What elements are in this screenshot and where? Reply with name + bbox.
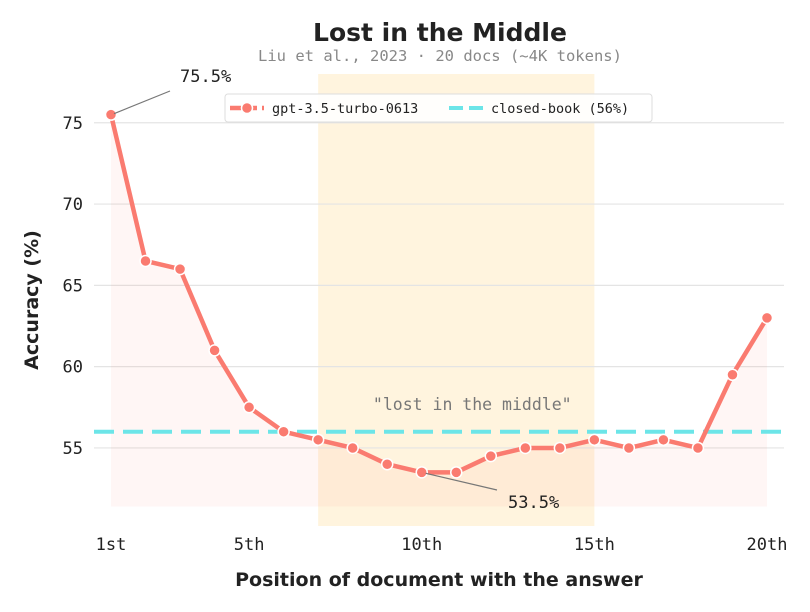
data-point	[311, 433, 325, 447]
series-area-fill	[111, 114, 767, 507]
data-point	[346, 441, 359, 455]
data-point	[691, 441, 705, 455]
y-tick-label: 55	[63, 439, 83, 459]
data-point	[208, 344, 221, 357]
legend-marker-series	[240, 101, 254, 115]
highlight-region	[318, 74, 595, 526]
data-point	[484, 449, 498, 463]
data-point	[760, 311, 774, 325]
data-point	[450, 466, 463, 479]
highlight-region-label: "lost in the middle"	[373, 395, 572, 414]
y-axis-label: Accuracy (%)	[21, 230, 43, 370]
legend: gpt-3.5-turbo-0613 closed-book (56%)	[224, 93, 653, 123]
y-tick-label: 75	[63, 114, 83, 134]
annotation-pointer-min	[425, 472, 498, 491]
data-point	[415, 466, 428, 479]
y-tick-label: 65	[63, 276, 83, 296]
annotation-min: 53.5%	[508, 493, 559, 513]
x-axis-label: Position of document with the answer	[235, 569, 643, 591]
chart-title: Lost in the Middle	[313, 18, 567, 47]
annotation-pointer-max	[113, 90, 171, 115]
legend-box	[224, 93, 653, 123]
legend-label-reference: closed-book (56%)	[491, 101, 629, 117]
data-point	[519, 441, 532, 455]
data-point	[553, 441, 567, 455]
chart-subtitle: Liu et al., 2023 · 20 docs (~4K tokens)	[258, 47, 622, 65]
data-point	[277, 425, 290, 438]
data-point	[380, 457, 394, 471]
data-point	[622, 441, 636, 455]
data-point	[657, 433, 670, 447]
legend-label-series: gpt-3.5-turbo-0613	[272, 101, 418, 117]
data-point	[726, 368, 739, 382]
x-tick-label: 15th	[574, 535, 615, 555]
x-tick-label: 1st	[96, 535, 127, 555]
x-tick-label: 20th	[747, 535, 788, 555]
data-point	[139, 254, 152, 268]
grid	[94, 122, 784, 449]
annotation-max: 75.5%	[180, 67, 231, 87]
data-point	[173, 262, 187, 276]
data-point	[242, 401, 256, 414]
data-point	[588, 433, 601, 447]
data-point	[104, 108, 118, 121]
x-tick-label: 10th	[401, 535, 442, 555]
y-tick-label: 60	[63, 358, 83, 378]
y-tick-label: 70	[63, 195, 83, 215]
x-tick-label: 5th	[234, 535, 265, 555]
